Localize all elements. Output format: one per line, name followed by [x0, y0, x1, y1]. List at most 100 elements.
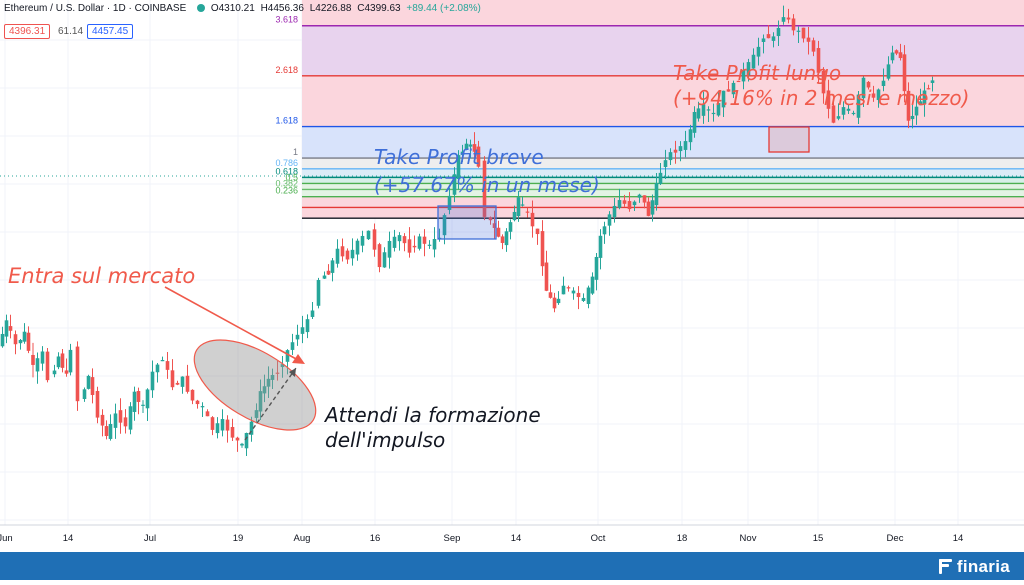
candle — [590, 276, 595, 294]
candle — [68, 349, 73, 373]
candle — [540, 231, 545, 267]
candle — [372, 229, 377, 250]
candle — [544, 262, 549, 291]
candle — [200, 406, 205, 408]
fib-zone — [302, 183, 1024, 190]
spread-value: 61.14 — [58, 26, 84, 37]
candle — [60, 353, 65, 368]
candle — [387, 240, 392, 258]
candle — [741, 69, 746, 82]
candle — [360, 235, 365, 246]
x-tick-label: 14 — [511, 533, 522, 544]
candle — [128, 406, 133, 430]
impulse-arrowhead — [289, 368, 296, 377]
fib-level-label: 0.618 — [275, 166, 298, 176]
candle — [851, 112, 856, 115]
candle — [230, 426, 235, 438]
candle — [316, 280, 321, 306]
candle — [796, 30, 801, 32]
x-tick-label: 18 — [677, 533, 688, 544]
candle — [335, 248, 340, 264]
candle — [249, 421, 254, 435]
candle — [617, 200, 622, 208]
candle — [706, 109, 711, 111]
candle — [846, 108, 851, 111]
market-status-icon — [197, 4, 206, 12]
candle — [290, 342, 295, 350]
x-tick-label: 15 — [813, 533, 824, 544]
candle — [150, 371, 155, 391]
ohlc-low: L4226.88 — [309, 3, 352, 14]
x-tick-label: 16 — [370, 533, 381, 544]
candle — [488, 217, 493, 221]
candle — [170, 370, 175, 388]
fib-level-label: 0.786 — [275, 158, 298, 168]
candle — [340, 246, 345, 257]
candle — [220, 419, 225, 431]
candle — [280, 364, 285, 368]
entry-arrowhead — [292, 354, 305, 364]
candle — [295, 334, 300, 340]
candle — [427, 244, 432, 246]
candle — [696, 108, 701, 119]
candle — [816, 48, 821, 73]
candle — [90, 377, 95, 396]
candle — [310, 310, 315, 317]
candle — [746, 62, 751, 76]
candle — [926, 88, 931, 90]
x-tick-label: Jul — [144, 533, 156, 544]
fib-zone — [302, 177, 1024, 184]
candle — [646, 201, 651, 216]
annotation-wait-2: dell'impulso — [325, 428, 445, 452]
candle — [650, 200, 655, 215]
brand-name: finaria — [956, 557, 1010, 576]
candle — [123, 417, 128, 427]
sell-price-button[interactable]: 4396.31 — [4, 24, 51, 39]
fib-level-label: 0.382 — [275, 178, 298, 188]
candle — [145, 389, 150, 409]
tp-short-box — [437, 205, 497, 240]
candle — [285, 350, 290, 362]
candle — [761, 38, 766, 42]
x-tick-label: Oct — [591, 533, 606, 544]
candle — [871, 93, 876, 98]
candle — [275, 372, 280, 374]
candle — [512, 211, 517, 221]
candle — [756, 46, 761, 57]
annotation-tp-long: Take Profit lungo — [673, 61, 841, 85]
candle — [412, 245, 417, 248]
candle — [594, 256, 599, 280]
candle — [711, 112, 716, 115]
candle — [225, 419, 230, 431]
candle — [607, 214, 612, 226]
candle — [876, 89, 881, 101]
candle — [751, 54, 756, 69]
candle — [791, 18, 796, 31]
candle — [104, 426, 109, 437]
candle — [472, 144, 477, 152]
candle — [692, 111, 697, 133]
candle — [422, 236, 427, 244]
candle — [831, 105, 836, 123]
candle — [402, 236, 407, 244]
candle — [345, 250, 350, 260]
candle — [535, 228, 540, 235]
candle — [205, 411, 210, 417]
candle — [476, 146, 481, 167]
buy-price-button[interactable]: 4457.45 — [87, 24, 134, 39]
candle — [716, 103, 721, 116]
candle — [210, 417, 215, 430]
candle — [175, 382, 180, 385]
candle — [516, 197, 521, 217]
candle — [322, 275, 327, 279]
candle — [881, 80, 886, 86]
candle — [598, 235, 603, 258]
candle — [571, 290, 576, 294]
candle — [195, 400, 200, 405]
candle — [632, 201, 637, 206]
candle — [155, 364, 160, 373]
entry-arrow — [164, 286, 299, 361]
symbol-title: Ethereum / U.S. Dollar · 1D · COINBASE — [4, 3, 187, 14]
